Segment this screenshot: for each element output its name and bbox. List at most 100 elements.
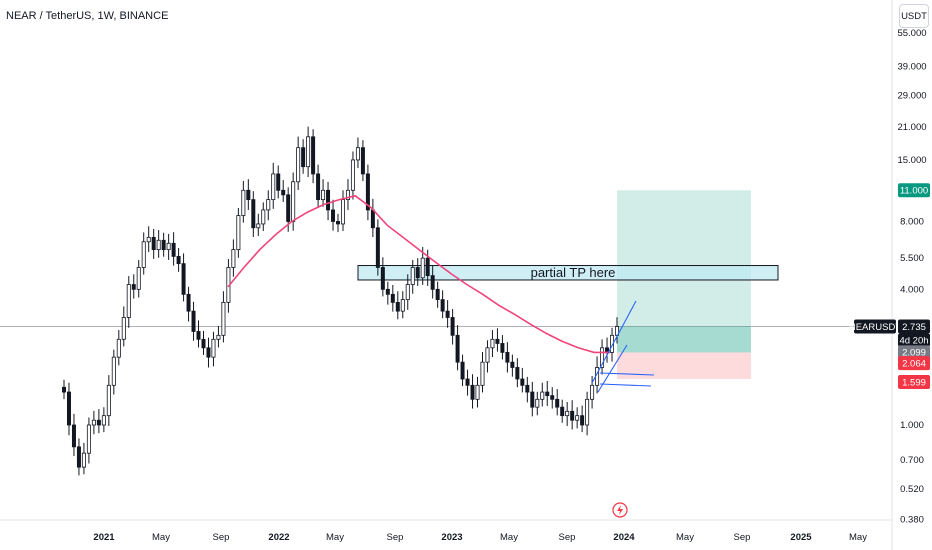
candle-body bbox=[136, 267, 141, 290]
partial-tp-label: partial TP here bbox=[531, 265, 616, 280]
y-tick-label: 4.000 bbox=[900, 284, 924, 295]
long-position-stop-zone[interactable] bbox=[617, 352, 751, 380]
candle-body bbox=[415, 267, 420, 279]
y-tick-label: 0.700 bbox=[900, 455, 924, 466]
candle-body bbox=[350, 159, 355, 191]
x-tick-label: Sep bbox=[213, 532, 230, 543]
candle-body bbox=[241, 189, 246, 216]
candle-body bbox=[186, 293, 191, 312]
candle-body bbox=[236, 215, 241, 251]
candle-body bbox=[490, 338, 495, 349]
candle-body bbox=[211, 338, 216, 358]
candle-body bbox=[66, 391, 71, 426]
candle-body bbox=[76, 446, 81, 468]
support-line-1 bbox=[599, 372, 655, 376]
candle-body bbox=[311, 136, 316, 175]
x-tick-label: 2024 bbox=[613, 532, 635, 543]
candle-body bbox=[530, 391, 535, 408]
y-tick-label: 0.380 bbox=[900, 515, 924, 526]
y-tick-label: 29.000 bbox=[897, 90, 926, 101]
x-tick-label: May bbox=[152, 532, 170, 543]
y-tick-label: 21.000 bbox=[897, 122, 926, 133]
moving-average-line bbox=[227, 194, 610, 354]
candle-body bbox=[176, 255, 181, 265]
candle-body bbox=[296, 147, 301, 183]
candle-body bbox=[580, 415, 585, 426]
candle-body bbox=[585, 398, 590, 426]
candle-body bbox=[515, 367, 520, 380]
x-tick-label: Sep bbox=[734, 532, 751, 543]
candle-body bbox=[360, 147, 365, 175]
x-tick-label: 2022 bbox=[268, 532, 289, 543]
candle-body bbox=[101, 415, 106, 426]
partial-tp-zone[interactable] bbox=[357, 265, 779, 281]
candle-body bbox=[525, 384, 530, 393]
candle-body bbox=[520, 378, 525, 386]
candle-body bbox=[390, 293, 395, 303]
candle-body bbox=[480, 361, 485, 386]
candle-body bbox=[161, 239, 166, 251]
candle-body bbox=[331, 209, 336, 222]
x-tick-label: May bbox=[326, 532, 344, 543]
y-tick-label: 15.000 bbox=[897, 155, 926, 166]
countdown-tag-bg bbox=[898, 333, 930, 347]
candle-body bbox=[96, 419, 101, 426]
x-tick-label: 2021 bbox=[93, 532, 115, 543]
candle-body bbox=[251, 199, 256, 229]
candle-body bbox=[126, 284, 131, 318]
candle-body bbox=[216, 334, 221, 340]
candle-body bbox=[470, 384, 475, 400]
candle-body bbox=[146, 236, 151, 243]
y-tick-label: 1.000 bbox=[900, 420, 924, 431]
stop-level-tag-bg bbox=[898, 356, 930, 371]
candle-body bbox=[385, 288, 390, 295]
candle-body bbox=[400, 299, 405, 312]
y-tick-label: 39.000 bbox=[897, 61, 926, 72]
x-tick-label: Sep bbox=[559, 532, 576, 543]
candle-body bbox=[570, 410, 575, 421]
x-tick-label: 2025 bbox=[790, 532, 812, 543]
candle-body bbox=[266, 199, 271, 211]
candle-body bbox=[131, 284, 136, 290]
target-price-tag-bg bbox=[898, 183, 930, 198]
candle-body bbox=[111, 356, 116, 386]
entry-price-tag: 2.099 bbox=[902, 348, 926, 359]
candle-body bbox=[231, 249, 236, 268]
candle-body bbox=[560, 406, 565, 417]
candle-body bbox=[86, 424, 91, 454]
candle-body bbox=[590, 384, 595, 400]
candle-body bbox=[380, 267, 385, 290]
candle-body bbox=[291, 181, 296, 222]
candle-body bbox=[336, 221, 341, 225]
candle-body bbox=[505, 351, 510, 363]
candle-body bbox=[540, 391, 545, 400]
candle-body bbox=[106, 384, 111, 417]
candle-body bbox=[435, 288, 440, 301]
candle-body bbox=[600, 347, 605, 368]
candle-body bbox=[500, 343, 505, 353]
candle-body bbox=[430, 275, 435, 290]
candle-body bbox=[301, 147, 306, 168]
candle-body bbox=[321, 189, 326, 201]
candle-body bbox=[465, 378, 470, 386]
candle-body bbox=[355, 147, 360, 161]
candle-body bbox=[166, 242, 171, 251]
candle-body bbox=[340, 199, 345, 225]
candle-body bbox=[450, 317, 455, 336]
candle-body bbox=[425, 257, 430, 277]
candle-body bbox=[555, 398, 560, 408]
y-tick-label: 5.500 bbox=[900, 253, 924, 264]
candle-body bbox=[545, 391, 550, 397]
x-tick-label: 2023 bbox=[441, 532, 462, 543]
candle-body bbox=[306, 136, 311, 168]
y-tick-label: 55.000 bbox=[897, 28, 926, 39]
lightning-icon bbox=[617, 505, 623, 515]
candle-body bbox=[445, 310, 450, 318]
stop-loss-tag: 1.599 bbox=[902, 377, 926, 388]
y-tick-label: 8.000 bbox=[900, 216, 924, 227]
candle-body bbox=[151, 236, 156, 251]
currency-button[interactable]: USDT bbox=[899, 4, 929, 28]
candle-body bbox=[565, 410, 570, 417]
candle-body bbox=[510, 361, 515, 368]
